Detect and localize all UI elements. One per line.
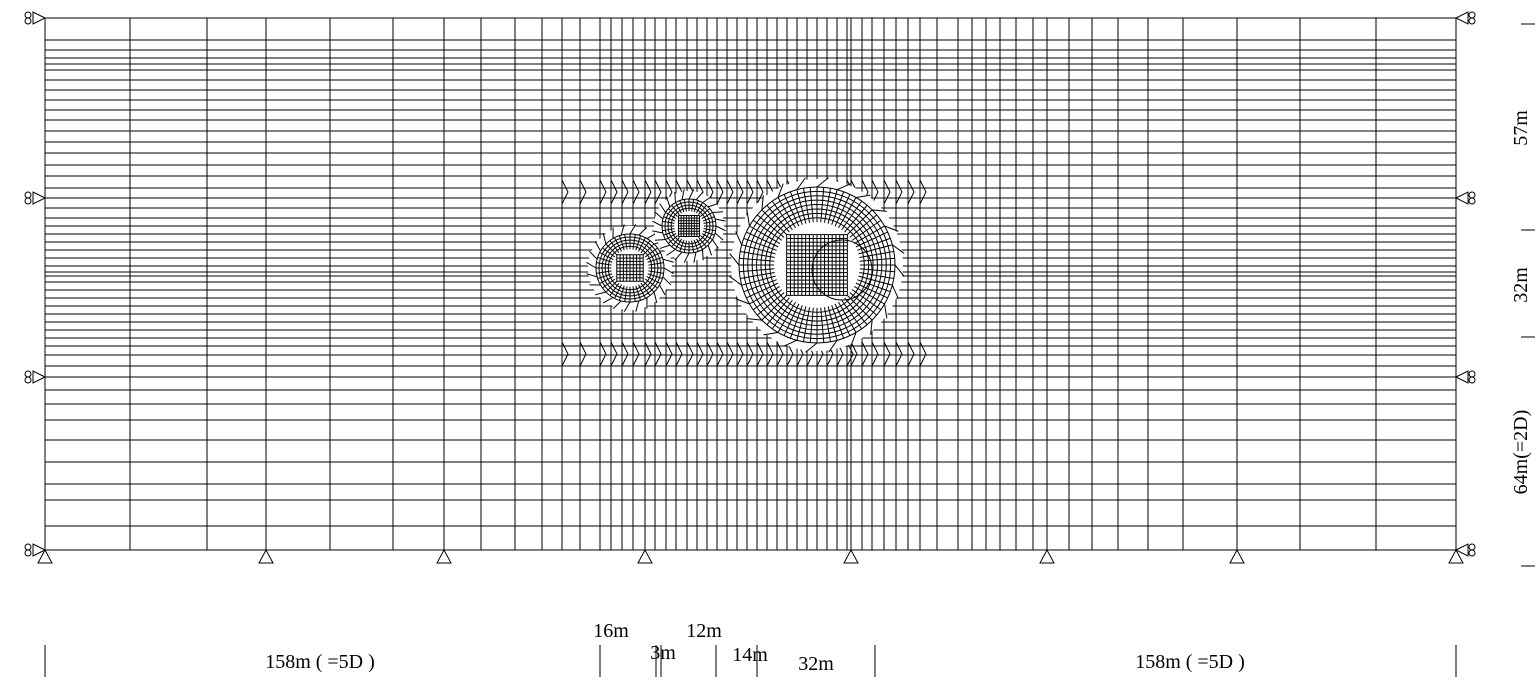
roller xyxy=(25,371,31,377)
dim-label: 64m(=2D) xyxy=(1510,410,1532,495)
mesh-figure: 158m ( =5D ) 16m 12m 3m 14m 32m 158m ( =5D ) 57… xyxy=(0,0,1538,677)
roller-right xyxy=(1456,12,1468,24)
roller xyxy=(25,18,31,24)
mesh xyxy=(45,18,1456,550)
roller xyxy=(1469,544,1475,550)
star-edge xyxy=(703,249,704,260)
star-edge xyxy=(712,212,723,213)
roller xyxy=(1469,192,1475,198)
roller xyxy=(1469,18,1475,24)
dim-label: 12m xyxy=(686,620,722,642)
dim-label: 14m xyxy=(732,644,768,666)
star-edge xyxy=(675,192,676,203)
dim-label: 158m ( =5D ) xyxy=(1135,651,1245,673)
roller xyxy=(1469,371,1475,377)
roller xyxy=(25,544,31,550)
dim-label: 32m xyxy=(798,653,834,675)
pin xyxy=(1230,550,1244,563)
dim-label: 32m xyxy=(1510,267,1532,303)
roller xyxy=(25,550,31,556)
dimensions: 158m ( =5D ) 16m 12m 3m 14m 32m 158m ( =5D ) 57… xyxy=(45,24,1535,677)
dim-label: 16m xyxy=(593,620,629,642)
roller xyxy=(1469,550,1475,556)
roller-right xyxy=(1456,192,1468,204)
dim-label: 158m ( =5D ) xyxy=(265,651,375,673)
roller xyxy=(25,377,31,383)
pin xyxy=(1040,550,1054,563)
roller xyxy=(25,198,31,204)
roller-left xyxy=(33,192,45,204)
pin xyxy=(844,550,858,563)
roller-left xyxy=(33,12,45,24)
roller xyxy=(25,12,31,18)
roller-right xyxy=(1456,371,1468,383)
dim-label: 57m xyxy=(1510,110,1532,146)
pin xyxy=(638,550,652,563)
star-edge xyxy=(655,240,666,241)
roller xyxy=(1469,12,1475,18)
dim-label: 3m xyxy=(650,642,676,664)
pin xyxy=(437,550,451,563)
pin xyxy=(259,550,273,563)
roller xyxy=(1469,198,1475,204)
roller xyxy=(1469,377,1475,383)
roller xyxy=(25,192,31,198)
roller-left xyxy=(33,371,45,383)
